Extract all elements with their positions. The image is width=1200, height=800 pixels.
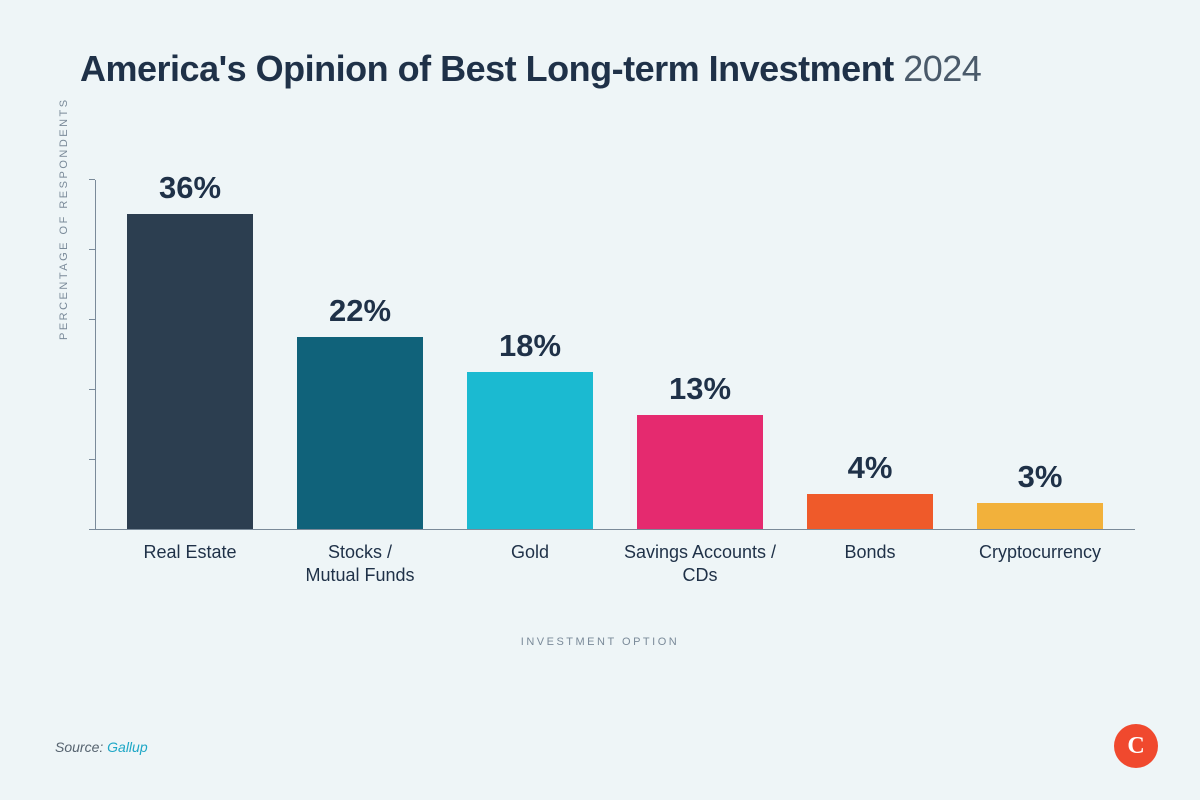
bar-group: 13%Savings Accounts /CDs <box>620 371 780 529</box>
category-label: Stocks /Mutual Funds <box>270 541 450 588</box>
bar <box>467 372 593 530</box>
title-year: 2024 <box>903 48 981 89</box>
bar-value-label: 4% <box>848 450 893 486</box>
bar-value-label: 36% <box>159 170 221 206</box>
bar-group: 18%Gold <box>450 328 610 530</box>
bar <box>807 494 933 529</box>
bar-value-label: 18% <box>499 328 561 364</box>
chart-area: 36%Real Estate22%Stocks /Mutual Funds18%… <box>95 180 1135 530</box>
bar <box>127 214 253 529</box>
category-label: Gold <box>440 541 620 564</box>
bar-group: 4%Bonds <box>790 450 950 529</box>
bar <box>637 415 763 529</box>
bar-group: 36%Real Estate <box>110 170 270 529</box>
bar-value-label: 13% <box>669 371 731 407</box>
source-prefix: Source: <box>55 739 107 755</box>
bar-value-label: 3% <box>1018 459 1063 495</box>
category-label: Real Estate <box>100 541 280 564</box>
chart-title: America's Opinion of Best Long-term Inve… <box>80 48 981 90</box>
x-axis-label: INVESTMENT OPTION <box>521 636 679 648</box>
category-label: Bonds <box>780 541 960 564</box>
category-label: Savings Accounts /CDs <box>610 541 790 588</box>
bar <box>977 503 1103 529</box>
bar-group: 3%Cryptocurrency <box>960 459 1120 529</box>
y-tick <box>89 529 95 530</box>
x-axis-line <box>95 529 1135 530</box>
bar-value-label: 22% <box>329 293 391 329</box>
logo-letter: C <box>1127 733 1144 760</box>
category-label: Cryptocurrency <box>950 541 1130 564</box>
bar <box>297 337 423 530</box>
brand-logo: C <box>1114 724 1158 768</box>
y-axis-label: PERCENTAGE OF RESPONDENTS <box>58 97 70 340</box>
source-link[interactable]: Gallup <box>107 739 147 755</box>
bars-container: 36%Real Estate22%Stocks /Mutual Funds18%… <box>95 179 1135 529</box>
source-attribution: Source: Gallup <box>55 739 148 755</box>
title-main: America's Opinion of Best Long-term Inve… <box>80 48 894 89</box>
bar-group: 22%Stocks /Mutual Funds <box>280 293 440 530</box>
